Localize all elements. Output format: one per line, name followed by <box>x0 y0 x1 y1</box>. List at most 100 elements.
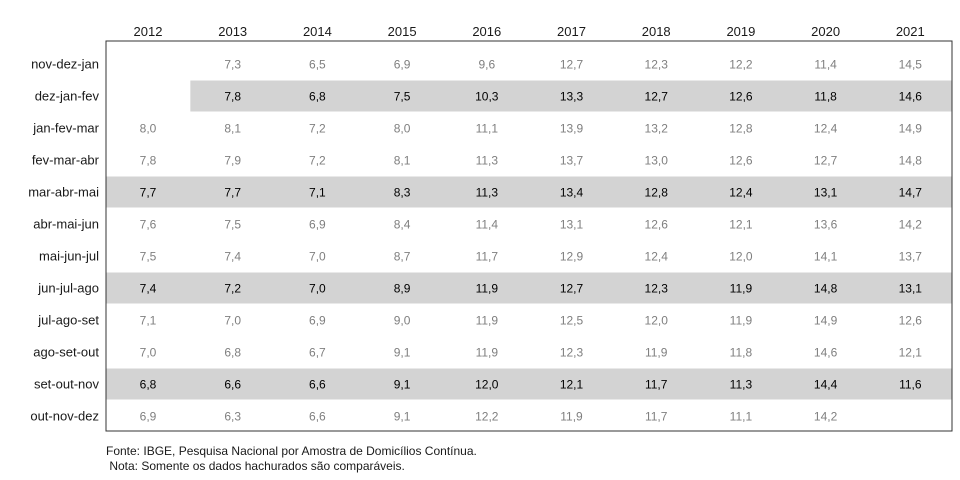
value-cell: 11,3 <box>730 378 753 392</box>
value-cell: 7,7 <box>224 186 241 200</box>
value-cell: 7,2 <box>309 154 326 168</box>
value-cell: 12,7 <box>645 90 669 104</box>
value-cell: 12,6 <box>729 154 753 168</box>
value-cell: 7,0 <box>140 346 157 360</box>
value-cell: 12,1 <box>899 346 923 360</box>
row-label: set-out-nov <box>34 377 100 392</box>
value-cell: 8,1 <box>394 154 411 168</box>
value-cell: 12,8 <box>645 186 669 200</box>
year-label: 2015 <box>388 24 417 39</box>
value-cell: 12,4 <box>645 250 669 264</box>
value-cell: 11,1 <box>476 122 499 136</box>
value-cell: 7,8 <box>140 154 157 168</box>
value-cell: 12,6 <box>729 90 753 104</box>
value-cell: 12,5 <box>560 314 584 328</box>
value-cell: 8,9 <box>394 282 411 296</box>
value-cell: 6,6 <box>309 410 326 424</box>
value-cell: 12,3 <box>560 346 584 360</box>
value-cell: 14,9 <box>814 314 838 328</box>
value-cell: 12,6 <box>899 314 923 328</box>
value-cell: 8,3 <box>394 186 411 200</box>
value-cell: 12,7 <box>560 58 584 72</box>
value-cell: 6,9 <box>140 410 157 424</box>
row-label: ago-set-out <box>33 345 99 360</box>
year-label: 2021 <box>896 24 925 39</box>
year-label: 2016 <box>472 24 501 39</box>
value-cell: 14,2 <box>814 410 838 424</box>
value-cell: 6,9 <box>394 58 411 72</box>
value-cell: 14,6 <box>899 90 923 104</box>
value-cell: 11,6 <box>899 378 922 392</box>
value-cell: 9,1 <box>394 410 411 424</box>
value-cell: 7,5 <box>224 218 241 232</box>
value-cell: 12,3 <box>645 58 669 72</box>
value-cell: 6,6 <box>309 378 326 392</box>
value-cell: 6,8 <box>309 90 326 104</box>
value-cell: 7,7 <box>140 186 157 200</box>
value-cell: 14,8 <box>899 154 923 168</box>
value-cell: 12,7 <box>814 154 838 168</box>
highlight-band <box>190 80 953 112</box>
value-cell: 6,6 <box>224 378 241 392</box>
value-cell: 14,1 <box>814 250 838 264</box>
value-cell: 7,5 <box>394 90 411 104</box>
source-footnote: Fonte: IBGE, Pesquisa Nacional por Amost… <box>106 444 477 458</box>
row-label: nov-dez-jan <box>31 57 99 72</box>
row-label: out-nov-dez <box>30 409 99 424</box>
value-cell: 7,5 <box>140 250 157 264</box>
year-label: 2020 <box>811 24 840 39</box>
note-footnote: Nota: Somente os dados hachurados são co… <box>106 459 405 473</box>
value-cell: 11,7 <box>476 250 499 264</box>
value-cell: 12,1 <box>729 218 753 232</box>
value-cell: 8,7 <box>394 250 411 264</box>
value-cell: 11,1 <box>730 410 753 424</box>
highlight-band <box>106 272 952 304</box>
value-cell: 12,2 <box>475 410 499 424</box>
year-label: 2019 <box>726 24 755 39</box>
row-label: jan-fev-mar <box>32 121 99 136</box>
value-cell: 8,4 <box>394 218 411 232</box>
row-label: jun-jul-ago <box>37 281 99 296</box>
highlight-band <box>106 368 952 400</box>
value-cell: 7,0 <box>224 314 241 328</box>
value-cell: 11,9 <box>730 314 753 328</box>
value-cell: 7,2 <box>309 122 326 136</box>
year-label: 2017 <box>557 24 586 39</box>
year-label: 2012 <box>134 24 163 39</box>
value-cell: 9,6 <box>478 58 495 72</box>
value-cell: 14,5 <box>899 58 923 72</box>
value-cell: 8,0 <box>394 122 411 136</box>
value-cell: 7,9 <box>224 154 241 168</box>
value-cell: 11,8 <box>814 90 837 104</box>
value-cell: 14,6 <box>814 346 838 360</box>
value-cell: 13,7 <box>560 154 584 168</box>
value-cell: 7,0 <box>309 282 326 296</box>
year-label: 2018 <box>642 24 671 39</box>
value-cell: 14,2 <box>899 218 923 232</box>
value-cell: 7,4 <box>140 282 157 296</box>
value-cell: 12,3 <box>645 282 669 296</box>
value-cell: 14,8 <box>814 282 838 296</box>
value-cell: 12,8 <box>729 122 753 136</box>
value-cell: 13,3 <box>560 90 584 104</box>
value-cell: 6,8 <box>224 346 241 360</box>
value-cell: 12,1 <box>560 378 584 392</box>
value-cell: 6,5 <box>309 58 326 72</box>
value-cell: 13,2 <box>645 122 669 136</box>
value-cell: 12,6 <box>645 218 669 232</box>
value-cell: 6,8 <box>140 378 157 392</box>
row-label: mai-jun-jul <box>39 249 99 264</box>
value-cell: 13,1 <box>560 218 584 232</box>
year-label: 2014 <box>303 24 332 39</box>
value-cell: 7,1 <box>140 314 157 328</box>
value-cell: 11,7 <box>645 410 668 424</box>
value-cell: 13,6 <box>814 218 838 232</box>
value-cell: 11,9 <box>560 410 583 424</box>
value-cell: 12,9 <box>560 250 584 264</box>
value-cell: 12,4 <box>814 122 838 136</box>
value-cell: 12,2 <box>729 58 753 72</box>
year-label: 2013 <box>218 24 247 39</box>
value-cell: 12,4 <box>729 186 753 200</box>
value-cell: 13,9 <box>560 122 584 136</box>
